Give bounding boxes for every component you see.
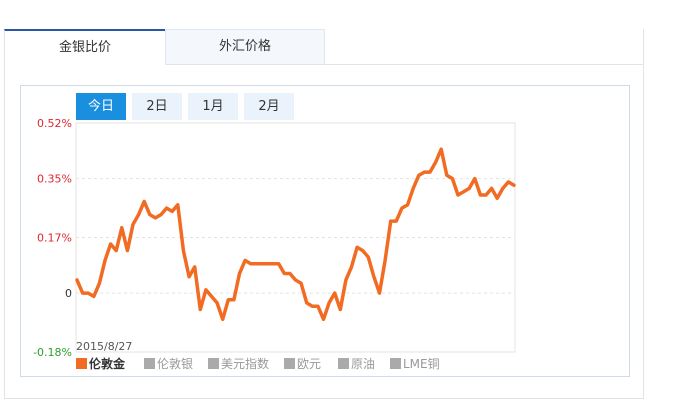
y-tick-label: 0 [65,287,72,300]
range-button-today[interactable]: 今日 [76,93,126,120]
legend-item-london-gold[interactable]: 伦敦金 [76,355,125,372]
legend-swatch [208,358,219,369]
range-button-2m[interactable]: 2月 [244,93,294,120]
y-tick-label: 0.17% [37,232,72,245]
legend-label: LME铜 [403,357,440,371]
legend-swatch [284,358,295,369]
x-date-label: 2015/8/27 [76,340,132,353]
legend-item-usd-index[interactable]: 美元指数 [208,355,269,372]
legend-swatch [144,358,155,369]
legend-item-crude-oil[interactable]: 原油 [338,355,375,372]
legend-item-lme-copper[interactable]: LME铜 [390,355,440,372]
legend-label: 伦敦金 [89,357,126,371]
legend-swatch [390,358,401,369]
y-tick-label: 0.52% [37,117,72,130]
legend-label: 欧元 [297,357,322,371]
tab-divider [165,64,644,65]
tab-forex-prices[interactable]: 外汇价格 [165,29,325,65]
legend-label: 美元指数 [221,357,270,371]
range-button-2d[interactable]: 2日 [132,93,182,120]
legend-swatch [338,358,349,369]
series-line-london-gold [75,147,516,322]
legend-label: 原油 [351,357,376,371]
tab-gold-silver-ratio[interactable]: 金银比价 [4,29,165,65]
legend-item-euro[interactable]: 欧元 [284,355,321,372]
range-button-1m[interactable]: 1月 [188,93,238,120]
legend-swatch [76,358,87,369]
y-tick-label: -0.18% [33,346,72,359]
y-tick-label: 0.35% [37,173,72,186]
legend-item-london-silver[interactable]: 伦敦银 [144,355,193,372]
legend-label: 伦敦银 [157,357,194,371]
